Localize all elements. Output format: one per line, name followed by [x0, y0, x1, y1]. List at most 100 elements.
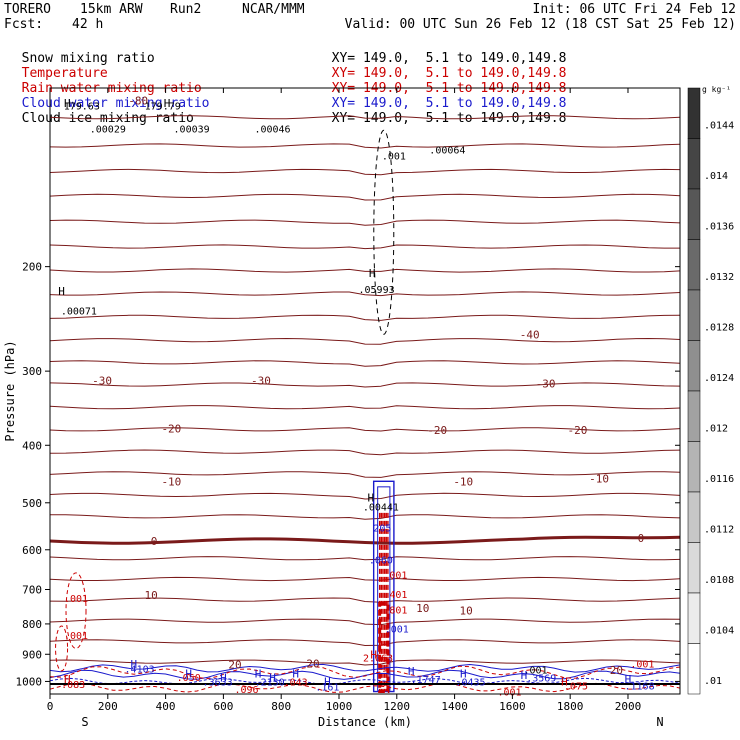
x-tick-label: 0 — [47, 700, 54, 713]
end-label-right: N — [656, 715, 663, 729]
value-label: .401 — [383, 590, 407, 601]
x-tick-label: 600 — [213, 700, 233, 713]
field-name: Cloud water mixing ratio — [21, 96, 210, 111]
freezing-level-line — [49, 535, 681, 545]
colorbar-tick-label: .0132 — [704, 272, 734, 283]
x-tick-label: 400 — [156, 700, 176, 713]
boundary-layer-contours — [49, 572, 681, 693]
value-label: .001 — [383, 570, 407, 581]
temperature-contour-line — [49, 314, 681, 321]
value-label: 2.063 — [363, 654, 393, 665]
plot-frame — [49, 87, 681, 695]
temperature-label: -10 — [161, 475, 181, 488]
value-label: .161 — [315, 683, 339, 694]
colorbar-tick-label: .012 — [704, 423, 728, 434]
x-tick-label: 1800 — [557, 700, 584, 713]
value-label: .001 — [64, 594, 88, 605]
x-tick-label: 1400 — [441, 700, 468, 713]
temperature-contour-line — [49, 244, 680, 250]
header-valid: Valid: 00 UTC Sun 26 Feb 12 (18 CST Sat … — [344, 17, 736, 32]
x-tick-label: 1200 — [384, 700, 411, 713]
h-marker: H — [269, 672, 276, 685]
colorbar-tick-label: .0144 — [704, 120, 734, 131]
h-marker: H — [58, 285, 65, 298]
rain-water-contour — [49, 665, 681, 680]
y-tick-label: 300 — [22, 365, 42, 378]
h-marker: H — [64, 97, 71, 110]
value-label: .00441 — [363, 502, 399, 513]
colorbar-segment — [687, 441, 701, 493]
temperature-contour-line — [49, 639, 681, 647]
rain-water-contour — [49, 682, 681, 693]
colorbar-segment — [687, 239, 701, 291]
h-marker: H — [561, 675, 568, 688]
rain-water-core — [378, 602, 390, 694]
temperature-label: -20 — [567, 424, 587, 437]
temperature-label: 10 — [145, 589, 158, 602]
y-tick-label: 200 — [22, 261, 42, 274]
field-xy-snow: XY= 149.0, 5.1 to 149.0,149.8 — [316, 36, 567, 66]
temperature-label: -30 — [92, 374, 112, 387]
y-tick-label: 600 — [22, 544, 42, 557]
temperature-label: -40 — [520, 328, 540, 341]
field-legend-snow: Snow mixing ratio — [6, 36, 155, 66]
temperature-label: 10 — [460, 605, 473, 618]
field-xy-cloud-water: XY= 149.0, 5.1 to 149.0,149.8 — [316, 81, 567, 111]
cloud-water-contour — [49, 663, 681, 673]
value-label: .001 — [630, 659, 654, 670]
value-label: .083 — [61, 680, 85, 691]
h-marker: H — [369, 267, 376, 280]
end-label-left: S — [81, 715, 88, 729]
colorbar-tick-label: .0124 — [704, 373, 734, 384]
freezing-level-contour — [49, 535, 681, 545]
value-label: .00039 — [174, 124, 210, 135]
temperature-contour-line — [49, 576, 681, 582]
value-label: .4103 — [125, 665, 155, 676]
header-resolution: 15km ARW — [80, 2, 143, 17]
y-axis-label: Pressure (hPa) — [3, 340, 17, 441]
temperature-contour-line — [49, 268, 681, 273]
colorbar-segment — [687, 592, 701, 644]
value-label: .1168 — [624, 681, 654, 692]
cloud-water-contour — [49, 669, 681, 680]
h-marker: H — [324, 675, 331, 688]
temperature-label: -10 — [453, 475, 473, 488]
y-tick-label: 900 — [22, 648, 42, 661]
colorbar-segment — [687, 87, 701, 139]
rain-water-contour — [55, 625, 69, 672]
axes: 0 200 400 600 800 1000 1200 1400 1600 1800 2000200… — [3, 87, 681, 729]
value-label: .1747 — [411, 675, 441, 686]
value-label: .3633 — [203, 677, 233, 688]
temperature-label: -20 — [427, 424, 447, 437]
colorbar-segment — [687, 542, 701, 594]
value-label: .001 — [523, 666, 547, 677]
temperature-contour-line — [49, 291, 681, 297]
value-label: .00071 — [61, 306, 97, 317]
value-label: .096 — [234, 685, 258, 696]
x-axis-label: Distance (km) — [318, 715, 412, 729]
colorbar-segment — [687, 289, 701, 341]
h-marker: H — [292, 668, 299, 681]
header-init: Init: 06 UTC Fri 24 Feb 12 — [532, 2, 737, 17]
field-legend-temperature: Temperature — [6, 51, 108, 81]
temperature-label: 20 — [228, 659, 241, 672]
temperature-label: -30 — [536, 378, 556, 391]
convective-column — [372, 129, 395, 694]
temperature-contour-line — [49, 405, 681, 410]
temperature-contour-line — [49, 471, 681, 478]
header-fcst-value: 42 h — [72, 17, 104, 32]
h-marker: H — [185, 668, 192, 681]
x-tick-label: 2000 — [615, 700, 642, 713]
field-xy-temperature: XY= 149.0, 5.1 to 149.0,149.8 — [316, 51, 567, 81]
colorbar-tick-label: .0108 — [704, 575, 734, 586]
colorbar-tick-label: .0136 — [704, 221, 734, 232]
y-tick-label: 1000 — [16, 675, 43, 688]
h-marker: H — [460, 668, 467, 681]
h-marker: H — [521, 669, 528, 682]
temperature-label: -10 — [589, 472, 609, 485]
h-marker: H — [130, 658, 137, 671]
h-marker: H — [408, 665, 415, 678]
header-run: Run2 — [170, 2, 202, 17]
temperature-contour-line — [49, 618, 681, 626]
